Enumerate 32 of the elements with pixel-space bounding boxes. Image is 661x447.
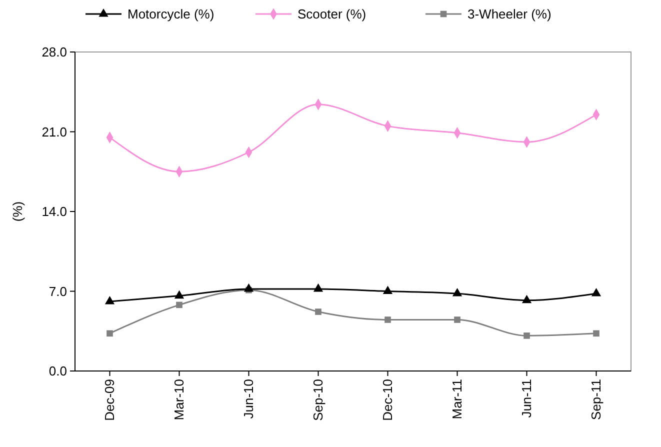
y-tick-label: 21.0 [42,124,67,140]
point [106,330,113,337]
point [524,332,530,339]
y-tick-label: 0.0 [48,364,67,379]
point [174,290,184,299]
point [104,296,115,304]
point [244,283,254,292]
x-tick-label: Dec-10 [380,379,395,421]
point [315,308,322,315]
y-axis-title: (%) [10,201,25,222]
x-tick-label: Mar-10 [171,379,186,420]
point [384,316,391,323]
point [454,316,460,323]
legend-label: 3-Wheeler (%) [468,6,552,22]
legend-label: Scooter (%) [298,6,366,22]
x-tick-label: Mar-11 [449,379,464,420]
y-tick-label: 28.0 [42,44,67,60]
x-tick-label: Sep-11 [588,379,604,420]
point [176,302,182,308]
point [522,294,532,304]
x-tick-label: Jun-11 [518,379,534,418]
y-tick-label: 14.0 [42,204,67,220]
point [452,288,462,296]
x-tick-label: Jun-10 [240,379,256,419]
point [382,286,393,294]
legend-label: Motorcycle (%) [128,6,214,22]
point [591,288,602,296]
x-tick-label: Sep-10 [310,379,326,421]
x-tick-label: Dec-09 [102,379,117,421]
point [593,330,600,337]
point [313,283,324,292]
y-tick-label: 7.0 [48,284,67,299]
